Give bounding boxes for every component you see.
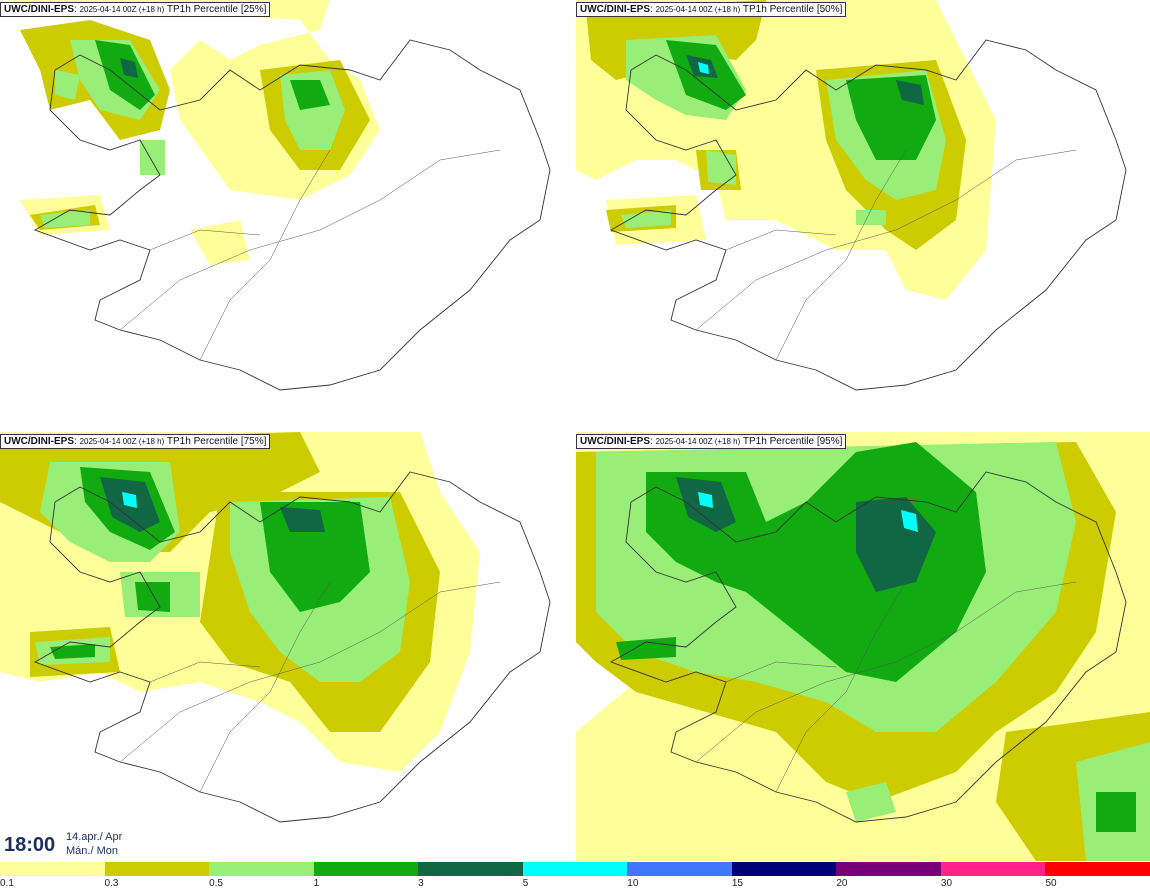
map-panel-p50: UWC/DINI-EPS: 2025-04-14 00Z (+18 h) TP1… xyxy=(576,0,1150,429)
valid-date-line1: 14.apr./ Apr xyxy=(66,831,123,843)
valid-time-box: 18:00 14.apr./ Apr Mán./ Mon xyxy=(0,826,136,862)
precip-light-area xyxy=(0,0,380,265)
colorbar-segment xyxy=(1045,862,1150,876)
precip-map xyxy=(576,432,1150,861)
road-network xyxy=(695,581,1077,793)
map-panel-p75: UWC/DINI-EPS: 2025-04-14 00Z (+18 h) TP1… xyxy=(0,432,574,861)
map-panel-p95: UWC/DINI-EPS: 2025-04-14 00Z (+18 h) TP1… xyxy=(576,432,1150,861)
precip-peak-area xyxy=(698,62,709,74)
colorbar-tick-label: 0.5 xyxy=(209,878,223,889)
colorbar-segment xyxy=(209,862,315,876)
panel-title: UWC/DINI-EPS: 2025-04-14 00Z (+18 h) TP1… xyxy=(576,434,847,449)
panel-title: UWC/DINI-EPS: 2025-04-14 00Z (+18 h) TP1… xyxy=(576,2,847,17)
road-network xyxy=(119,581,501,793)
colorbar-segment xyxy=(0,862,106,876)
road-network xyxy=(695,149,1077,361)
road-network xyxy=(119,149,501,361)
precip-intense-area xyxy=(95,40,330,110)
precip-core-area xyxy=(686,55,924,105)
precip-moderate-area xyxy=(586,0,966,250)
panel-title: UWC/DINI-EPS: 2025-04-14 00Z (+18 h) TP1… xyxy=(0,2,271,17)
colorbar-tick-label: 0.3 xyxy=(104,878,119,889)
colorbar-tick-label: 20 xyxy=(836,878,848,889)
colorbar-segment xyxy=(418,862,524,876)
colorbar-segment xyxy=(104,862,211,876)
precip-intense-area xyxy=(666,40,936,160)
panel-title: UWC/DINI-EPS: 2025-04-14 00Z (+18 h) TP1… xyxy=(0,434,271,449)
colorbar-segment xyxy=(940,862,1047,876)
colorbar-segment xyxy=(313,862,420,876)
precip-colorbar-legend: 0.1 0.3 0.5 1 3 5 10 15 20 30 50 xyxy=(0,862,1150,891)
valid-date: 14.apr./ Apr Mán./ Mon xyxy=(66,830,122,858)
precip-map xyxy=(0,432,551,823)
colorbar-tick-label: 3 xyxy=(418,878,424,889)
colorbar-tick-label: 15 xyxy=(731,878,743,889)
precip-peak-area xyxy=(122,492,137,508)
colorbar-tick-label: 5 xyxy=(522,878,529,889)
valid-date-line2: Mán./ Mon xyxy=(66,845,118,857)
colorbar-segment xyxy=(627,862,733,876)
precip-core-area xyxy=(100,477,325,532)
valid-time: 18:00 xyxy=(4,834,56,856)
colorbar-segment xyxy=(836,862,942,876)
precip-core-area xyxy=(120,58,138,78)
colorbar-segment xyxy=(731,862,838,876)
colorbar-segment xyxy=(522,862,629,876)
colorbar-tick-label: 0.1 xyxy=(0,878,14,889)
colorbar-tick-label: 10 xyxy=(627,878,639,889)
precip-core-area xyxy=(676,477,936,592)
precip-map xyxy=(576,0,1127,391)
colorbar-tick-label: 50 xyxy=(1045,878,1057,889)
colorbar-tick-label: 1 xyxy=(313,878,320,889)
colorbar-tick-label: 30 xyxy=(940,878,953,889)
map-panel-p25: UWC/DINI-EPS: 2025-04-14 00Z (+18 h) TP1… xyxy=(0,0,574,429)
precip-map xyxy=(0,0,551,391)
